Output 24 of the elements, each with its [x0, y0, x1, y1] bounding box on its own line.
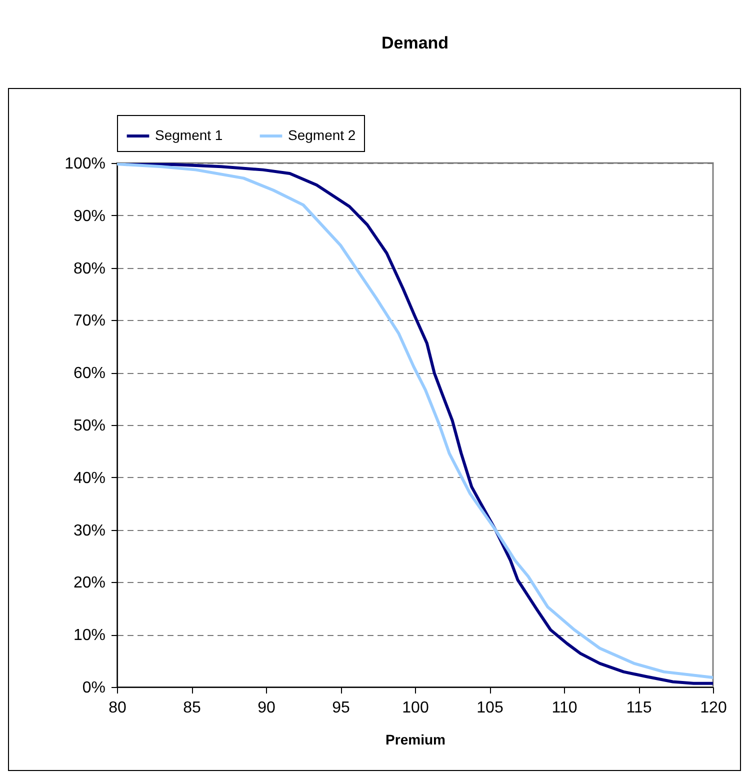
- x-tick-label: 110: [552, 700, 578, 716]
- y-tick-label: 0%: [82, 680, 106, 696]
- legend-label: Segment 2: [288, 127, 356, 143]
- y-tick-label: 10%: [73, 627, 106, 644]
- x-axis-title: Premium: [386, 732, 446, 748]
- x-tick-label: 100: [402, 700, 429, 716]
- x-tick-label: 105: [476, 700, 504, 716]
- y-tick-label: 20%: [73, 574, 106, 592]
- y-tick-label: 60%: [73, 365, 106, 382]
- y-tick-label: 50%: [73, 418, 106, 434]
- chart-title: Demand: [381, 34, 449, 52]
- y-tick-label: 100%: [64, 156, 106, 172]
- y-tick-label: 90%: [73, 208, 106, 225]
- y-tick-label: 80%: [73, 260, 106, 278]
- y-tick-label: 40%: [73, 470, 106, 487]
- x-tick-label: 115: [626, 700, 652, 716]
- y-tick-label: 70%: [73, 312, 106, 330]
- x-tick-label: 95: [332, 700, 350, 716]
- legend-label: Segment 1: [155, 127, 223, 143]
- x-tick-label: 80: [108, 700, 126, 716]
- y-tick-label: 30%: [73, 522, 106, 540]
- x-tick-label: 90: [258, 700, 276, 716]
- x-tick-label: 85: [183, 700, 201, 716]
- x-tick-label: 120: [700, 700, 727, 716]
